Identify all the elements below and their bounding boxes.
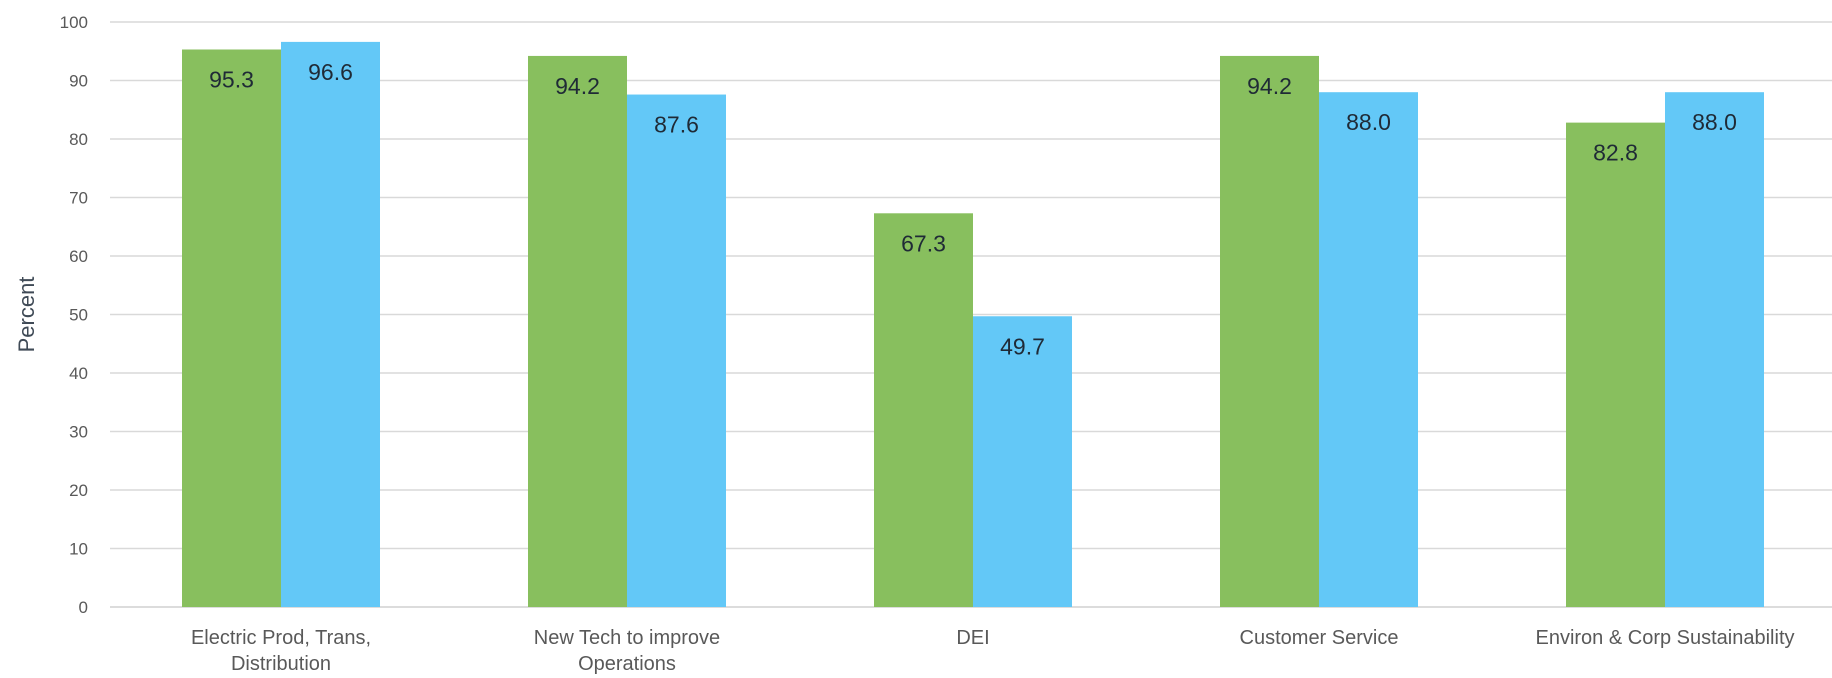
- data-label: 95.3: [209, 66, 254, 92]
- x-category-line: DEI: [956, 627, 989, 649]
- x-category-line: Operations: [578, 653, 676, 675]
- bar: [1319, 92, 1418, 607]
- y-tick-label: 40: [69, 364, 88, 383]
- bar: [281, 41, 380, 607]
- bar: [627, 94, 726, 608]
- y-tick-label: 90: [69, 72, 88, 91]
- bar: [1665, 92, 1764, 607]
- data-label: 96.6: [308, 59, 353, 85]
- x-category-line: Distribution: [231, 653, 331, 675]
- x-category-line: Electric Prod, Trans,: [191, 627, 371, 649]
- y-axis-title: Percent: [14, 277, 39, 353]
- bar: [528, 55, 627, 608]
- x-category-label: New Tech to improve Operations: [534, 627, 720, 675]
- data-label: 67.3: [901, 230, 946, 256]
- y-tick-label: 70: [69, 189, 88, 208]
- x-category-label: Electric Prod, Trans, Distribution: [191, 627, 371, 675]
- x-axis-categories: Electric Prod, Trans, Distribution New Tec…: [191, 627, 1795, 675]
- y-tick-label: 100: [60, 13, 88, 32]
- data-labels: 95.3 96.6 94.2 87.6 67.3 49.7 94.2 88.0 82.8 88.0: [209, 59, 1737, 359]
- data-label: 87.6: [654, 112, 699, 138]
- y-tick-label: 0: [79, 598, 88, 617]
- x-category-line: Customer Service: [1240, 627, 1399, 649]
- bar: [973, 316, 1072, 607]
- bar: [874, 213, 973, 608]
- y-tick-label: 10: [69, 540, 88, 559]
- data-label: 88.0: [1346, 109, 1391, 135]
- data-label: 88.0: [1692, 109, 1737, 135]
- y-tick-label: 80: [69, 130, 88, 149]
- data-label: 94.2: [1247, 73, 1292, 99]
- y-tick-label: 30: [69, 423, 88, 442]
- x-category-label: Customer Service: [1240, 627, 1399, 649]
- x-category-line: Environ & Corp Sustainability: [1535, 627, 1794, 649]
- data-label: 49.7: [1000, 333, 1045, 359]
- x-category-line: New Tech to improve: [534, 627, 720, 649]
- bar: [182, 49, 281, 608]
- y-tick-label: 60: [69, 247, 88, 266]
- data-label: 94.2: [555, 73, 600, 99]
- x-category-label: Environ & Corp Sustainability: [1535, 627, 1794, 649]
- data-label: 82.8: [1593, 140, 1638, 166]
- x-category-label: DEI: [956, 627, 989, 649]
- y-tick-label: 50: [69, 306, 88, 325]
- bars: [182, 41, 1764, 608]
- bar: [1220, 55, 1319, 608]
- y-tick-label: 20: [69, 481, 88, 500]
- y-axis-ticks: 0 10 20 30 40 50 60 70 80 90 100: [60, 13, 88, 617]
- bar: [1566, 122, 1665, 608]
